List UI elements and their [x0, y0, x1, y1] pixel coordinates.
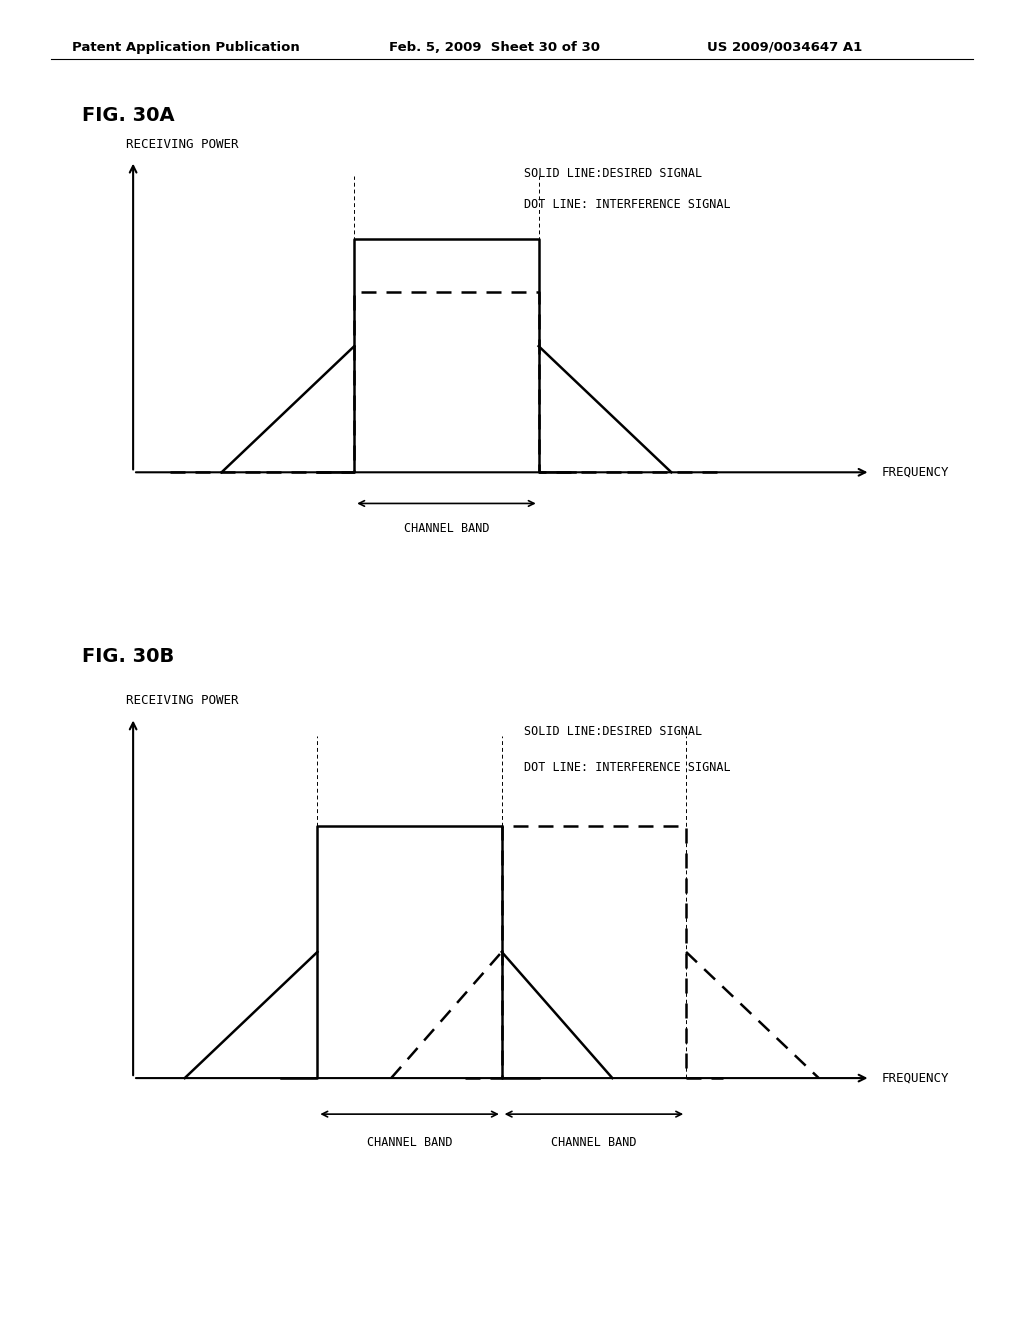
Text: CHANNEL BAND: CHANNEL BAND	[367, 1135, 453, 1148]
Text: CHANNEL BAND: CHANNEL BAND	[403, 523, 489, 535]
Text: FREQUENCY: FREQUENCY	[882, 1072, 949, 1085]
Text: RECEIVING POWER: RECEIVING POWER	[126, 139, 239, 152]
Text: Feb. 5, 2009  Sheet 30 of 30: Feb. 5, 2009 Sheet 30 of 30	[389, 41, 600, 54]
Text: FIG. 30A: FIG. 30A	[82, 106, 174, 124]
Text: DOT LINE: INTERFERENCE SIGNAL: DOT LINE: INTERFERENCE SIGNAL	[524, 198, 730, 211]
Text: DOT LINE: INTERFERENCE SIGNAL: DOT LINE: INTERFERENCE SIGNAL	[524, 760, 730, 774]
Text: SOLID LINE:DESIRED SIGNAL: SOLID LINE:DESIRED SIGNAL	[524, 168, 702, 180]
Text: Patent Application Publication: Patent Application Publication	[72, 41, 299, 54]
Text: RECEIVING POWER: RECEIVING POWER	[126, 694, 239, 706]
Text: FIG. 30B: FIG. 30B	[82, 647, 174, 665]
Text: US 2009/0034647 A1: US 2009/0034647 A1	[707, 41, 862, 54]
Text: CHANNEL BAND: CHANNEL BAND	[551, 1135, 637, 1148]
Text: SOLID LINE:DESIRED SIGNAL: SOLID LINE:DESIRED SIGNAL	[524, 725, 702, 738]
Text: FREQUENCY: FREQUENCY	[882, 466, 949, 479]
